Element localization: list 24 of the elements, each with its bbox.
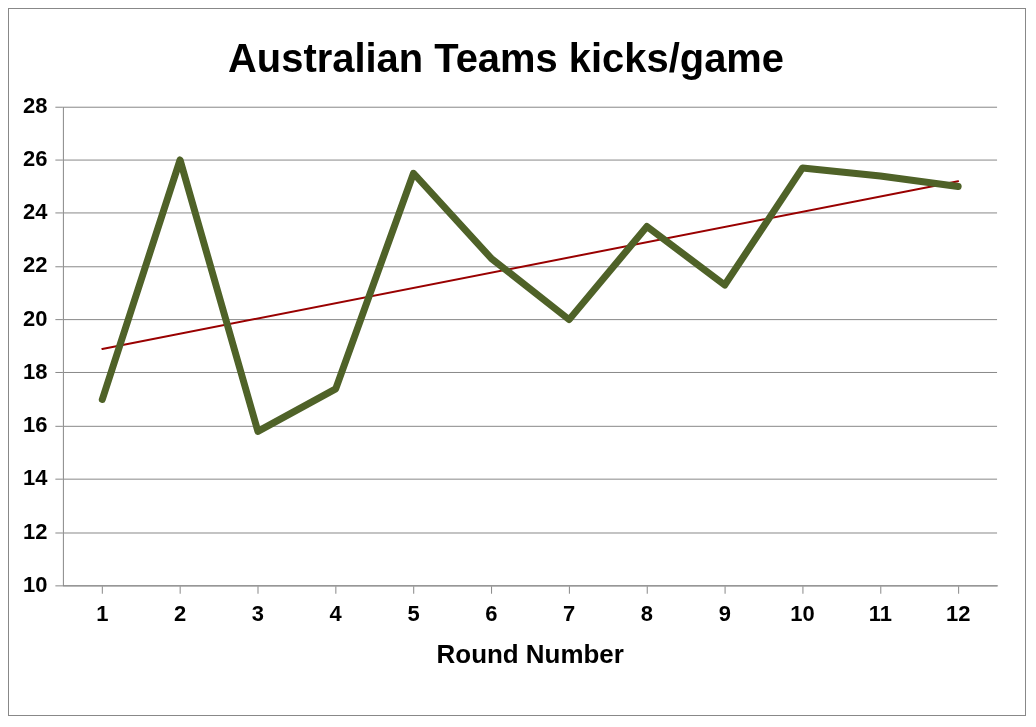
y-tick-label: 14	[22, 465, 49, 491]
x-tick-label: 3	[251, 600, 264, 626]
x-tick-label: 7	[563, 600, 576, 626]
x-tick-label: 10	[790, 600, 815, 626]
x-tick-label: 12	[945, 600, 971, 626]
x-tick-label: 4	[329, 600, 343, 626]
y-tick-label: 24	[22, 199, 49, 225]
x-axis-title: Round Number	[436, 639, 624, 668]
y-tick-label: 10	[22, 571, 48, 597]
x-tick-label: 6	[485, 600, 498, 626]
chart-title: Australian Teams kicks/game	[228, 35, 785, 80]
x-tick-label: 5	[407, 600, 420, 626]
x-tick-label: 1	[96, 600, 109, 626]
y-tick-label: 18	[22, 358, 48, 384]
y-tick-label: 20	[22, 305, 48, 331]
x-tick-label: 2	[173, 600, 187, 626]
y-tick-label: 28	[22, 92, 48, 118]
y-tick-label: 16	[22, 412, 48, 438]
y-tick-label: 12	[22, 518, 48, 544]
x-tick-label: 9	[718, 600, 731, 626]
y-tick-label: 22	[22, 252, 48, 278]
x-tick-label: 8	[640, 600, 654, 626]
x-tick-label: 11	[868, 600, 892, 626]
y-tick-label: 26	[22, 146, 48, 171]
